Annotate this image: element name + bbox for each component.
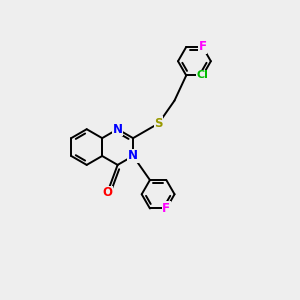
- Text: Cl: Cl: [197, 70, 208, 80]
- Text: F: F: [199, 40, 207, 53]
- Text: O: O: [102, 186, 112, 199]
- Text: N: N: [128, 149, 138, 163]
- Text: F: F: [162, 202, 170, 215]
- Text: S: S: [154, 117, 163, 130]
- Text: N: N: [112, 123, 123, 136]
